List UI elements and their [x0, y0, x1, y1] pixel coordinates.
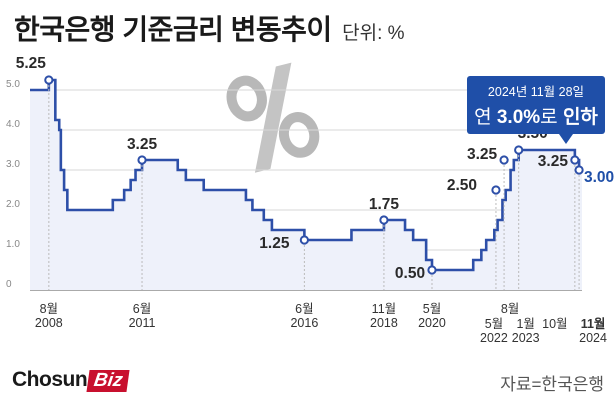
value-label: 1.75 [369, 196, 400, 213]
data-point [491, 185, 501, 195]
callout-action: 인하 [562, 107, 598, 128]
percent-icon [226, 62, 320, 173]
annotation-marks: 5.253.251.251.750.502.503.253.503.253.00 [16, 55, 614, 290]
y-tick-label: 0 [6, 279, 12, 290]
data-point [574, 165, 584, 175]
data-point [299, 235, 309, 245]
date-label: 2022 [480, 331, 508, 345]
callout-value: 3.0% [496, 107, 541, 128]
y-tick-label: 1.0 [6, 239, 20, 250]
callout-mid: 로 [540, 107, 563, 128]
date-label: 5월 [485, 317, 503, 331]
date-label: 6월 [295, 302, 313, 316]
data-point [379, 215, 389, 225]
value-label: 0.50 [395, 265, 425, 282]
logo-text: Chosun [12, 368, 88, 391]
value-label: 3.25 [467, 146, 498, 163]
source-note: 자료=한국은행 [500, 375, 604, 394]
area-fill [30, 80, 582, 290]
callout-box: 2024년 11월 28일 연 3.0%로 인하 [467, 76, 605, 144]
date-label: 2020 [418, 316, 446, 330]
callout-pointer [559, 134, 573, 144]
data-point [499, 155, 509, 165]
logo-badge: Biz [86, 370, 130, 392]
value-label: 3.00 [584, 169, 614, 186]
date-label: 2018 [370, 316, 398, 330]
date-label: 10월 [542, 317, 567, 331]
data-point [570, 155, 580, 165]
date-label: 1월 [516, 317, 534, 331]
value-label: 5.25 [16, 55, 47, 72]
data-point [137, 155, 147, 165]
data-point [514, 145, 524, 155]
title-row: 한국은행 기준금리 변동추이 단위: % [14, 8, 405, 48]
date-label: 2024 [579, 331, 607, 345]
value-label: 1.25 [259, 235, 290, 252]
y-tick-label: 3.0 [6, 159, 20, 170]
callout-prefix: 연 [474, 107, 497, 128]
data-point [44, 75, 54, 85]
date-label: 8월 [40, 302, 58, 316]
unit-label: 단위: % [342, 23, 405, 44]
logo: Chosun Biz [12, 368, 130, 392]
date-label: 2016 [290, 316, 318, 330]
date-label: 11월 [581, 316, 606, 331]
rate-line [30, 78, 582, 272]
y-tick-label: 2.0 [6, 199, 20, 210]
value-label: 2.50 [447, 177, 477, 194]
date-label: 6월 [133, 302, 151, 316]
callout-text: 연 3.0%로 인하 [467, 102, 605, 129]
value-label: 3.25 [127, 136, 158, 153]
date-label: 2023 [512, 331, 540, 345]
y-axis: 0 1.0 2.0 3.0 4.0 5.0 [6, 79, 20, 290]
date-label: 8월 [501, 302, 519, 316]
chart-title: 한국은행 기준금리 변동추이 [14, 14, 332, 45]
callout-date: 2024년 11월 28일 [487, 85, 585, 99]
date-label: 2011 [129, 316, 156, 330]
data-point [427, 265, 437, 275]
value-label: 3.25 [538, 153, 569, 170]
y-tick-label: 4.0 [6, 119, 20, 130]
date-label: 5월 [423, 302, 441, 316]
chart: 0 1.0 2.0 3.0 4.0 5.0 5.25 3.25 1.25 1.75 0.50 2.5… [6, 55, 614, 345]
date-label: 11월 [372, 302, 396, 316]
date-label: 2008 [35, 316, 63, 330]
y-tick-label: 5.0 [6, 79, 20, 90]
